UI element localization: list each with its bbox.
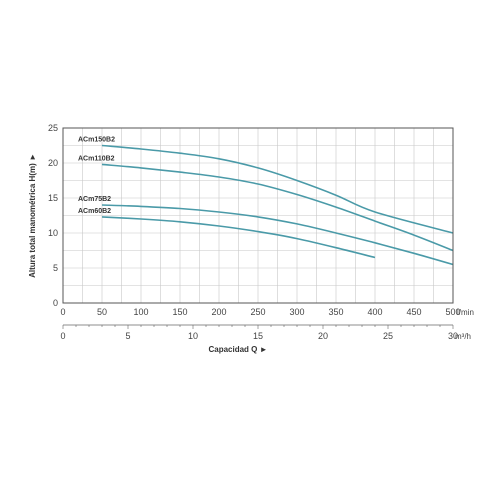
series-label-acm110b2: ACm110B2 (78, 155, 115, 162)
x-tick-label: 250 (250, 307, 265, 317)
x-axis-title: Capacidad Q ► (208, 345, 267, 354)
y-tick-label: 5 (53, 263, 58, 273)
x-tick-label: 350 (328, 307, 343, 317)
x-tick-label: 0 (60, 307, 65, 317)
y-tick-label: 10 (48, 228, 58, 238)
y-tick-label: 20 (48, 158, 58, 168)
x2-tick-label: 10 (188, 331, 198, 341)
x-tick-label: 150 (172, 307, 187, 317)
grid (63, 128, 453, 303)
y-tick-label: 25 (48, 123, 58, 133)
x2-tick-label: 5 (125, 331, 130, 341)
series-label-acm75b2: ACm75B2 (78, 196, 111, 203)
x2-tick-label: 0 (60, 331, 65, 341)
curve-acm150b2 (101, 144, 454, 234)
x-tick-label: 100 (133, 307, 148, 317)
y-axis-title: Altura total manométrica H(m) ► (28, 153, 37, 278)
x2-tick-label: 25 (383, 331, 393, 341)
curve-acm75b2 (101, 204, 454, 266)
plot-frame (62, 127, 454, 304)
series-labels: ACm150B2 ACm110B2 ACm75B2 ACm60B2 (78, 137, 115, 215)
x-tick-label: 50 (97, 307, 107, 317)
y-tick-label: 0 (53, 298, 58, 308)
x2-tick-label: 20 (318, 331, 328, 341)
curve-acm60b2 (101, 216, 376, 259)
y-tick-label: 15 (48, 193, 58, 203)
x2-tick-label: 15 (253, 331, 263, 341)
x-axis-ticks-lmin: 0 50 100 150 200 250 300 350 400 450 500 (60, 307, 460, 317)
series-label-acm60b2: ACm60B2 (78, 208, 111, 215)
curve-acm110b2 (101, 163, 454, 252)
x2-unit-label: m³/h (455, 332, 471, 341)
x-tick-label: 450 (406, 307, 421, 317)
series-label-acm150b2: ACm150B2 (78, 137, 115, 144)
x-tick-label: 400 (367, 307, 382, 317)
performance-curves (101, 144, 454, 266)
x-tick-label: 200 (211, 307, 226, 317)
x-tick-label: 500 (445, 307, 460, 317)
x-unit-label: l/min (457, 308, 474, 317)
x-tick-label: 300 (289, 307, 304, 317)
y-axis-ticks: 0 5 10 15 20 25 (48, 123, 58, 308)
x2-tick-label: 30 (448, 331, 458, 341)
secondary-x-axis-minor-ticks (62, 325, 454, 329)
x-axis-ticks-m3h: 0 5 10 15 20 25 30 (60, 331, 458, 341)
